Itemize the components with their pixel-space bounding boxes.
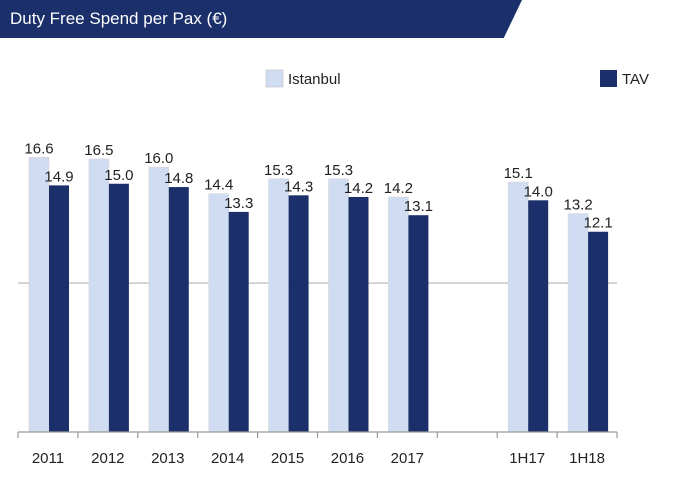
value-label-tav: 13.1 bbox=[404, 198, 433, 215]
legend-label-istanbul: Istanbul bbox=[288, 71, 341, 88]
bar-istanbul bbox=[567, 213, 589, 433]
value-label-tav: 15.0 bbox=[104, 167, 133, 184]
value-label-tav: 14.9 bbox=[44, 168, 73, 185]
bar-tav bbox=[49, 185, 69, 432]
value-label-istanbul: 14.2 bbox=[384, 180, 413, 197]
bar-istanbul bbox=[268, 178, 289, 433]
x-tick-label: 2012 bbox=[91, 450, 124, 467]
bar-tav bbox=[168, 187, 189, 432]
bar-istanbul bbox=[28, 156, 50, 433]
value-label-istanbul: 16.6 bbox=[24, 140, 53, 157]
value-label-istanbul: 14.4 bbox=[204, 177, 233, 194]
bar-istanbul bbox=[148, 166, 170, 433]
x-tick-label: 2013 bbox=[151, 450, 184, 467]
x-tick-label: 2015 bbox=[271, 450, 304, 467]
bar-istanbul bbox=[328, 178, 349, 433]
value-label-tav: 13.3 bbox=[224, 195, 253, 212]
bar-tav bbox=[408, 215, 429, 432]
value-label-tav: 14.2 bbox=[344, 180, 373, 197]
x-tick-label: 2014 bbox=[211, 450, 244, 467]
x-tick-label: 2017 bbox=[391, 450, 424, 467]
bar-tav bbox=[528, 200, 549, 432]
bar-istanbul bbox=[208, 193, 229, 433]
bar-tav bbox=[228, 211, 249, 432]
bar-istanbul bbox=[388, 196, 409, 433]
value-label-tav: 14.8 bbox=[164, 170, 193, 187]
value-label-tav: 14.3 bbox=[284, 178, 313, 195]
value-label-tav: 14.0 bbox=[524, 183, 553, 200]
value-label-istanbul: 15.3 bbox=[324, 162, 353, 179]
x-tick-label: 1H17 bbox=[509, 450, 545, 467]
value-label-istanbul: 16.5 bbox=[84, 142, 113, 159]
legend-label-tav: TAV bbox=[622, 71, 649, 88]
title-banner: Duty Free Spend per Pax (€) bbox=[0, 0, 522, 38]
x-tick-label: 2016 bbox=[331, 450, 364, 467]
bar-tav bbox=[108, 183, 129, 432]
value-label-istanbul: 15.3 bbox=[264, 162, 293, 179]
value-label-istanbul: 16.0 bbox=[144, 150, 173, 167]
page-title: Duty Free Spend per Pax (€) bbox=[10, 9, 228, 28]
bar-tav bbox=[348, 196, 369, 432]
bar-tav bbox=[288, 195, 309, 432]
x-tick-label: 1H18 bbox=[569, 450, 605, 467]
value-label-istanbul: 15.1 bbox=[504, 165, 533, 182]
bar-istanbul bbox=[88, 158, 110, 433]
x-tick-label: 2011 bbox=[32, 450, 64, 467]
legend-swatch-istanbul bbox=[265, 69, 284, 88]
value-label-tav: 12.1 bbox=[583, 215, 612, 232]
bar-istanbul bbox=[507, 181, 529, 433]
legend-swatch-tav bbox=[600, 70, 617, 87]
value-label-istanbul: 13.2 bbox=[563, 197, 592, 214]
bar-tav bbox=[588, 231, 609, 432]
